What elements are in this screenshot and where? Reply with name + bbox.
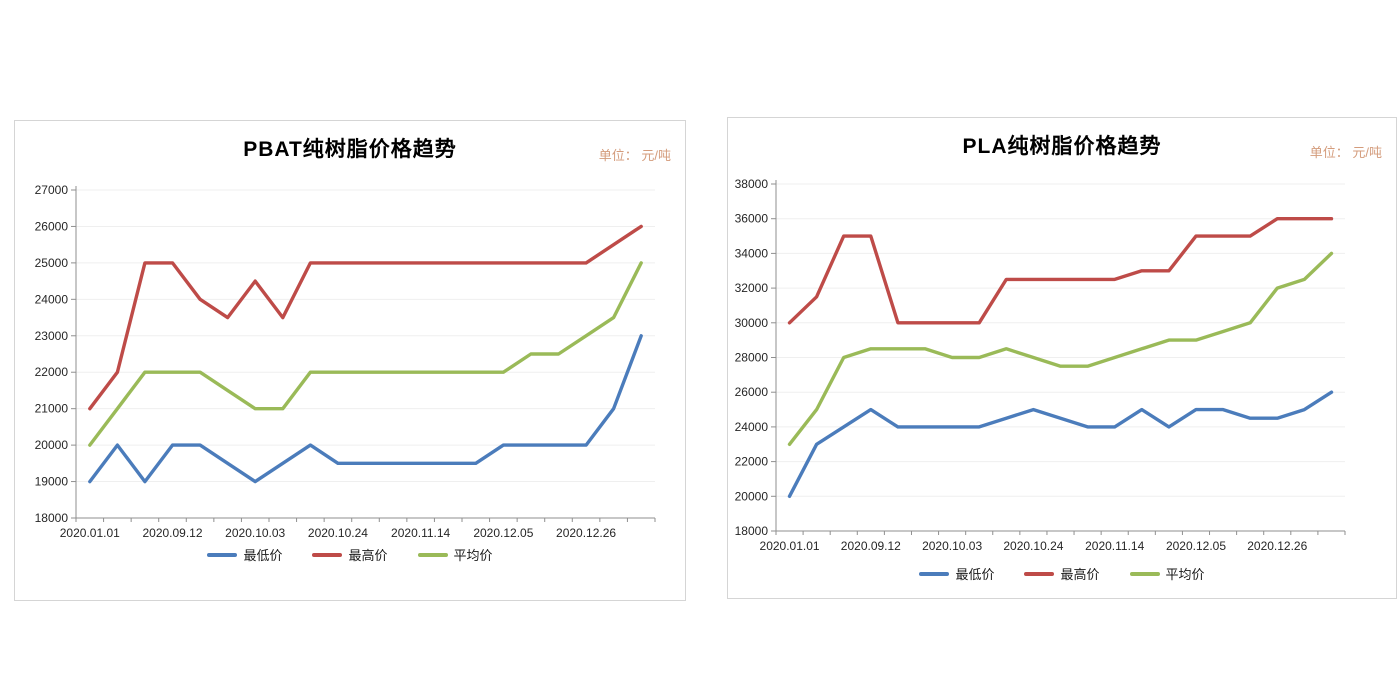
y-axis-label: 27000 bbox=[35, 183, 69, 197]
pbat-plot-area: 18000 19000 20000 21000 22000 23000 24000 25000… bbox=[35, 183, 656, 540]
y-axis-label: 36000 bbox=[735, 212, 769, 226]
y-axis-label: 18000 bbox=[735, 524, 769, 538]
max-price-line bbox=[88, 224, 643, 411]
avg-price-swatch bbox=[417, 552, 448, 557]
y-axis-label: 24000 bbox=[35, 292, 69, 306]
pla-unit-label: 单位： 元/吨 bbox=[1309, 145, 1382, 160]
pbat-unit-label: 单位： 元/吨 bbox=[598, 148, 671, 163]
x-axis-label: 2020.10.24 bbox=[308, 526, 368, 540]
legend-item-max-price: 最高价 bbox=[1024, 564, 1100, 583]
legend-label: 平均价 bbox=[1165, 567, 1205, 582]
y-axis-label: 30000 bbox=[735, 316, 769, 330]
x-axis-label: 2020.01.01 bbox=[60, 526, 120, 540]
y-axis-label: 34000 bbox=[735, 246, 769, 260]
y-axis-label: 25000 bbox=[35, 256, 69, 270]
legend-item-avg-price: 平均价 bbox=[1129, 564, 1205, 583]
y-axis-label: 26000 bbox=[35, 219, 69, 233]
legend-item-min-price: 最低价 bbox=[919, 564, 994, 583]
legend-label: 最高价 bbox=[1060, 567, 1100, 582]
pbat-legend: 最低价 最高价 平均价 bbox=[15, 545, 685, 564]
y-axis-label: 32000 bbox=[735, 281, 769, 295]
y-axis-label: 18000 bbox=[35, 511, 69, 525]
legend-label: 最低价 bbox=[955, 567, 995, 582]
legend-item-max-price: 最高价 bbox=[312, 545, 388, 564]
x-axis-label: 2020.12.05 bbox=[1166, 539, 1226, 553]
min-price-swatch bbox=[207, 552, 238, 557]
pla-chart-panel: PLA纯树脂价格趋势 单位： 元/吨 18000 20000 22000 24000 2… bbox=[727, 117, 1397, 599]
x-axis-label: 2020.09.12 bbox=[142, 526, 202, 540]
y-axis-label: 23000 bbox=[35, 329, 69, 343]
legend-label: 最高价 bbox=[348, 548, 388, 563]
min-price-swatch bbox=[919, 571, 950, 576]
y-axis-label: 26000 bbox=[735, 385, 769, 399]
x-axis-label: 2020.12.26 bbox=[1247, 539, 1307, 553]
y-axis-label: 19000 bbox=[35, 475, 69, 489]
y-axis-label: 38000 bbox=[735, 177, 769, 191]
x-axis-label: 2020.10.03 bbox=[922, 539, 982, 553]
pbat-chart-panel: PBAT纯树脂价格趋势 单位： 元/吨 18000 19000 20000 21000… bbox=[14, 120, 686, 601]
min-price-line bbox=[787, 390, 1334, 498]
y-axis-label: 22000 bbox=[735, 455, 769, 469]
y-axis-label: 22000 bbox=[35, 365, 69, 379]
legend-item-avg-price: 平均价 bbox=[417, 545, 493, 564]
y-axis-label: 24000 bbox=[735, 420, 769, 434]
avg-price-line bbox=[787, 251, 1334, 446]
min-price-line bbox=[88, 334, 643, 484]
x-axis-label: 2020.10.24 bbox=[1003, 539, 1063, 553]
legend-label: 最低价 bbox=[243, 548, 283, 563]
y-axis-label: 20000 bbox=[35, 438, 69, 452]
max-price-line bbox=[787, 216, 1334, 325]
avg-price-swatch bbox=[1129, 571, 1160, 576]
legend-label: 平均价 bbox=[453, 548, 493, 563]
pla-plot-area: 18000 20000 22000 24000 26000 28000 30000 32000… bbox=[735, 177, 1346, 553]
pla-chart-title: PLA纯树脂价格趋势 bbox=[962, 135, 1162, 158]
x-axis-label: 2020.01.01 bbox=[760, 539, 820, 553]
avg-price-line bbox=[88, 261, 643, 447]
x-axis-label: 2020.11.14 bbox=[1085, 539, 1144, 553]
y-axis-label: 28000 bbox=[735, 351, 769, 365]
pbat-chart-title: PBAT纯树脂价格趋势 bbox=[243, 138, 457, 161]
x-axis-label: 2020.10.03 bbox=[225, 526, 285, 540]
max-price-swatch bbox=[1024, 571, 1055, 576]
x-axis-label: 2020.09.12 bbox=[841, 539, 901, 553]
pla-legend: 最低价 最高价 平均价 bbox=[728, 564, 1396, 583]
x-axis-label: 2020.11.14 bbox=[391, 526, 450, 540]
legend-item-min-price: 最低价 bbox=[207, 545, 282, 564]
max-price-swatch bbox=[312, 552, 343, 557]
x-axis-label: 2020.12.05 bbox=[473, 526, 533, 540]
y-axis-label: 21000 bbox=[35, 402, 69, 416]
y-axis-label: 20000 bbox=[735, 489, 769, 503]
x-axis-label: 2020.12.26 bbox=[556, 526, 616, 540]
